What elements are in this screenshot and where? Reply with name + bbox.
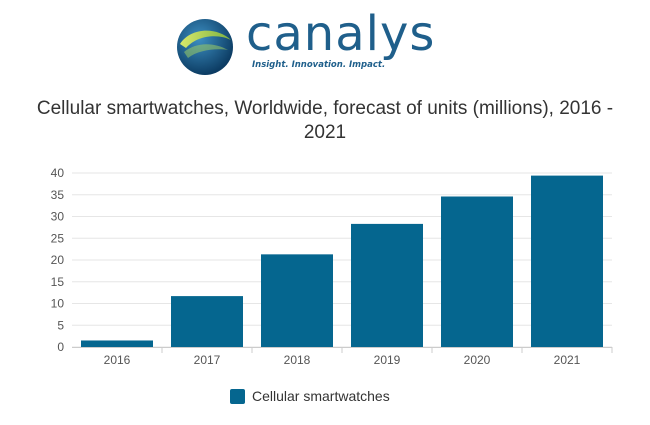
bar <box>441 196 513 347</box>
logo-tagline: Insight. Innovation. Impact. <box>252 60 386 70</box>
bar <box>351 223 423 347</box>
chart-title: Cellular smartwatches, Worldwide, foreca… <box>20 97 630 145</box>
x-tick-label: 2019 <box>374 353 401 367</box>
x-tick-label: 2016 <box>104 353 131 367</box>
y-tick-label: 35 <box>51 188 65 202</box>
legend-swatch <box>230 388 245 404</box>
y-tick-label: 5 <box>57 318 64 332</box>
y-tick-label: 0 <box>57 340 64 354</box>
y-tick-label: 30 <box>51 210 65 224</box>
y-tick-label: 25 <box>51 231 65 245</box>
y-tick-label: 10 <box>51 297 65 311</box>
bar <box>531 175 603 347</box>
x-tick-label: 2020 <box>464 353 491 367</box>
bar <box>171 296 243 347</box>
logo-wordmark: canalys <box>246 6 436 62</box>
chart-title-line-2: 2021 <box>303 122 347 143</box>
chart-title-line-1: Cellular smartwatches, Worldwide, foreca… <box>36 98 614 119</box>
bar <box>81 340 153 347</box>
y-tick-label: 40 <box>51 166 65 180</box>
x-tick-label: 2018 <box>284 353 311 367</box>
canalys-logo: canalys Insight. Innovation. Impact. <box>176 10 446 76</box>
x-tick-label: 2021 <box>554 353 581 367</box>
globe-logo-icon <box>177 19 233 75</box>
legend-label: Cellular smartwatches <box>252 388 390 404</box>
legend[interactable]: Cellular smartwatches <box>230 388 390 404</box>
bar <box>261 254 333 347</box>
y-tick-label: 20 <box>51 253 65 267</box>
y-tick-label: 15 <box>51 275 65 289</box>
x-tick-label: 2017 <box>194 353 221 367</box>
